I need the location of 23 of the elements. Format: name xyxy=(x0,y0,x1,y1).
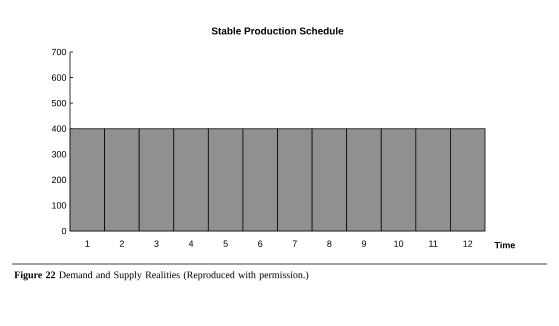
x-axis-title: Time xyxy=(494,242,515,248)
x-tick-label: 2 xyxy=(120,240,124,247)
x-tick-label: 11 xyxy=(429,240,438,247)
y-tick-label: 300 xyxy=(52,151,66,158)
x-tick-label: 3 xyxy=(154,240,159,247)
y-tick-label: 500 xyxy=(52,100,66,106)
x-tick-label: 4 xyxy=(188,240,194,247)
x-tick-label: 9 xyxy=(362,240,366,247)
y-tick-label: 700 xyxy=(52,48,66,56)
x-tick-label: 12 xyxy=(463,240,472,247)
text: Figure 22 Demand and Supply Realities (Reproduced with permission.) xyxy=(14,271,308,280)
x-tick-label: 5 xyxy=(223,240,228,247)
y-tick-label: 400 xyxy=(52,126,66,132)
x-tick-label: 1 xyxy=(85,240,90,247)
chart-title: Stable Production Schedule xyxy=(212,27,344,34)
y-tick-label: 600 xyxy=(52,74,66,81)
y-tick-label: 0 xyxy=(62,228,66,234)
y-tick-label: 100 xyxy=(52,202,66,209)
x-tick-label: 6 xyxy=(258,240,262,247)
x-tick-label: 7 xyxy=(292,240,297,247)
y-tick-label: 200 xyxy=(52,176,66,184)
x-tick-label: 8 xyxy=(327,240,332,247)
x-tick-label: 10 xyxy=(394,240,404,247)
